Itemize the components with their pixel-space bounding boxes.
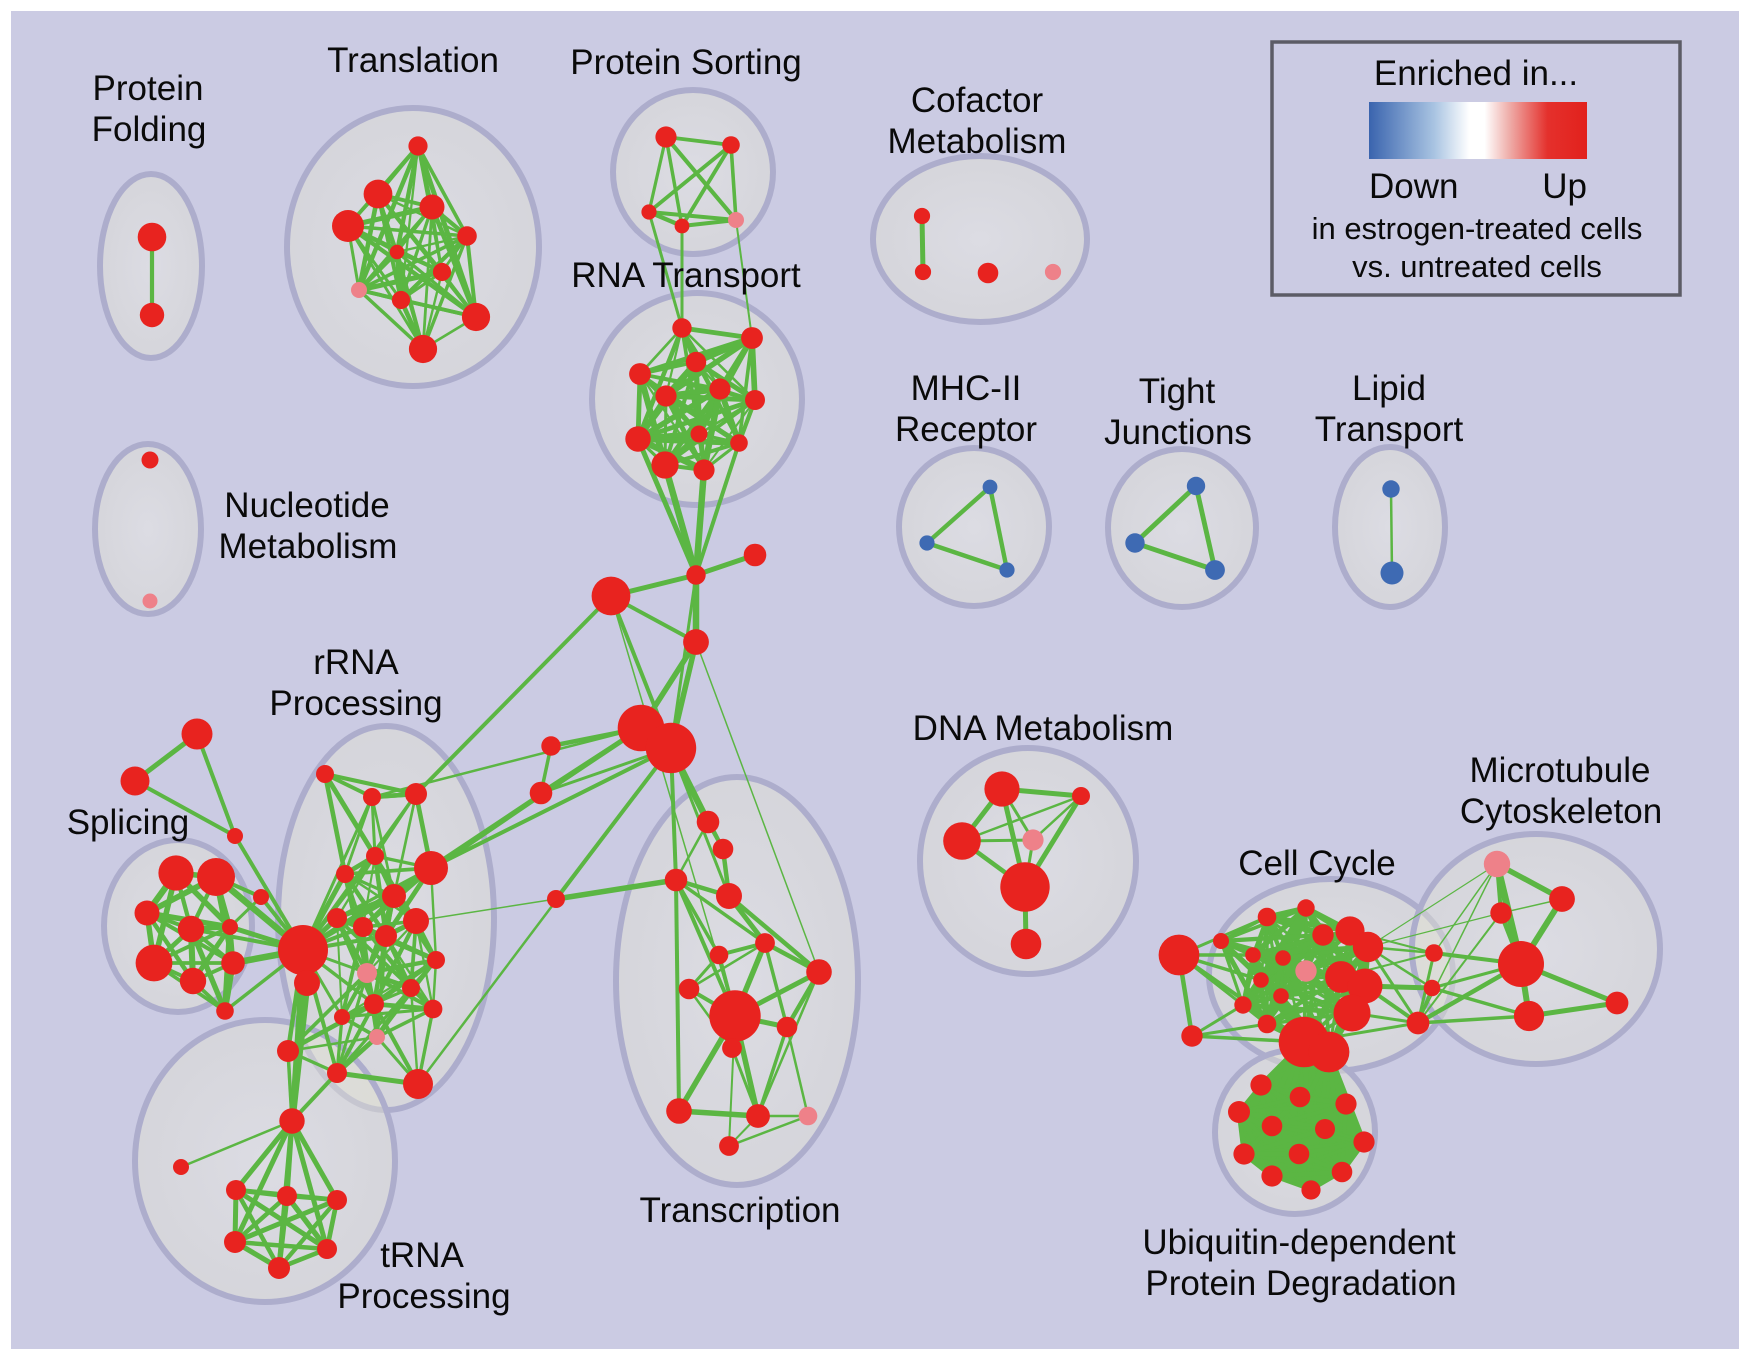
svg-text:rRNA: rRNA [313, 643, 399, 682]
svg-text:Transport: Transport [1315, 410, 1464, 449]
svg-text:Down: Down [1369, 167, 1458, 206]
svg-text:tRNA: tRNA [380, 1236, 464, 1275]
svg-text:Enriched in...: Enriched in... [1374, 54, 1578, 93]
svg-text:Splicing: Splicing [67, 803, 190, 842]
svg-text:vs. untreated cells: vs. untreated cells [1352, 249, 1602, 284]
svg-text:Metabolism: Metabolism [219, 527, 398, 566]
svg-text:Cell Cycle: Cell Cycle [1238, 844, 1396, 883]
svg-text:RNA Transport: RNA Transport [571, 256, 801, 295]
svg-text:Up: Up [1542, 167, 1587, 206]
svg-text:Processing: Processing [337, 1277, 510, 1316]
svg-text:Tight: Tight [1139, 372, 1216, 411]
svg-text:Cofactor: Cofactor [911, 81, 1044, 120]
svg-text:Junctions: Junctions [1104, 413, 1252, 452]
svg-text:Cytoskeleton: Cytoskeleton [1460, 792, 1662, 831]
svg-text:Ubiquitin-dependent: Ubiquitin-dependent [1142, 1223, 1456, 1262]
svg-text:Protein Degradation: Protein Degradation [1145, 1264, 1456, 1303]
svg-text:Lipid: Lipid [1352, 369, 1426, 408]
svg-text:Receptor: Receptor [895, 410, 1037, 449]
svg-text:MHC-II: MHC-II [911, 369, 1022, 408]
svg-text:Translation: Translation [327, 41, 499, 80]
svg-text:Protein Sorting: Protein Sorting [570, 43, 802, 82]
svg-text:Folding: Folding [92, 110, 207, 149]
svg-text:Processing: Processing [269, 684, 442, 723]
svg-text:in estrogen-treated cells: in estrogen-treated cells [1312, 211, 1643, 246]
svg-text:Protein: Protein [93, 69, 204, 108]
svg-text:Metabolism: Metabolism [888, 122, 1067, 161]
svg-text:Nucleotide: Nucleotide [224, 486, 389, 525]
svg-text:DNA Metabolism: DNA Metabolism [913, 709, 1174, 748]
svg-text:Microtubule: Microtubule [1470, 751, 1651, 790]
svg-text:Transcription: Transcription [640, 1191, 841, 1230]
